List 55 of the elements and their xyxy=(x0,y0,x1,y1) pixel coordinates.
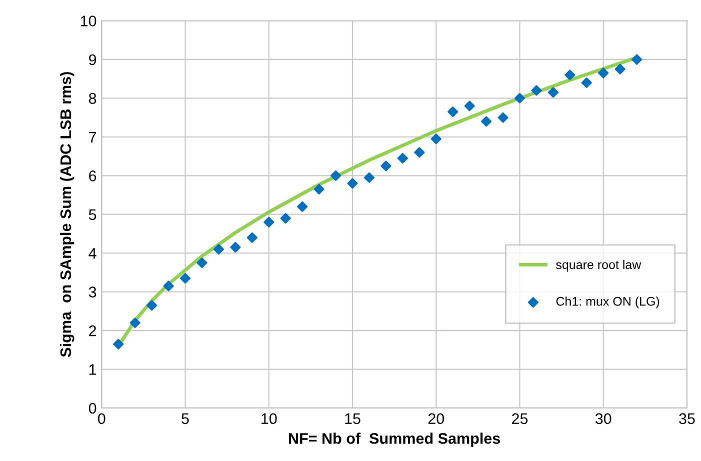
point xyxy=(564,70,576,80)
point xyxy=(614,64,626,74)
y-tick-label: 6 xyxy=(89,170,96,182)
legend-label: Ch1: mux ON (LG) xyxy=(556,296,660,308)
y-tick-label: 3 xyxy=(88,286,96,298)
point xyxy=(448,106,458,118)
point xyxy=(264,216,274,228)
y-tick-label: 9 xyxy=(89,54,96,66)
x-tick-label: 0 xyxy=(98,413,106,424)
point xyxy=(230,242,241,253)
point xyxy=(480,116,492,127)
legend-label: square root law xyxy=(556,260,642,272)
x-axis-title: NF= Nb of Summed Samples xyxy=(289,432,500,447)
x-tick-label: 30 xyxy=(595,413,612,424)
point xyxy=(280,212,291,224)
point xyxy=(180,272,191,284)
y-tick-label: 5 xyxy=(88,209,96,220)
y-tick-label: 0 xyxy=(88,402,96,414)
x-tick-label: 20 xyxy=(428,413,444,424)
point xyxy=(430,134,442,144)
x-tick-label: 35 xyxy=(679,413,695,424)
point xyxy=(196,257,208,268)
x-tick-label: 15 xyxy=(345,413,360,424)
point xyxy=(364,172,375,183)
y-tick-label: 10 xyxy=(80,16,96,26)
point xyxy=(464,100,475,112)
point xyxy=(213,244,224,255)
point xyxy=(113,338,124,350)
y-tick-label: 4 xyxy=(88,248,96,259)
x-tick-label: 10 xyxy=(262,413,277,424)
point xyxy=(514,92,526,104)
point xyxy=(347,178,358,189)
point xyxy=(297,201,308,212)
y-tick-label: 1 xyxy=(89,364,96,375)
point xyxy=(330,170,342,181)
point xyxy=(314,184,324,194)
point xyxy=(548,87,558,98)
point xyxy=(380,160,392,172)
y-tick-label: 2 xyxy=(89,325,96,336)
point xyxy=(632,54,642,65)
x-tick-label: 5 xyxy=(182,413,189,424)
x-tick-label: 25 xyxy=(512,413,528,424)
point xyxy=(414,147,425,158)
point xyxy=(397,152,408,164)
point xyxy=(498,112,508,123)
point xyxy=(163,280,174,292)
point xyxy=(130,317,140,328)
y-tick-label: 7 xyxy=(89,132,96,142)
point xyxy=(246,232,258,243)
y-axis-title: Sigma on SAmple Sum (ADC LSB rms) xyxy=(60,72,74,357)
y-tick-label: 8 xyxy=(88,93,96,104)
point xyxy=(531,85,542,96)
point xyxy=(146,300,158,311)
point xyxy=(581,77,592,88)
point xyxy=(598,68,609,78)
